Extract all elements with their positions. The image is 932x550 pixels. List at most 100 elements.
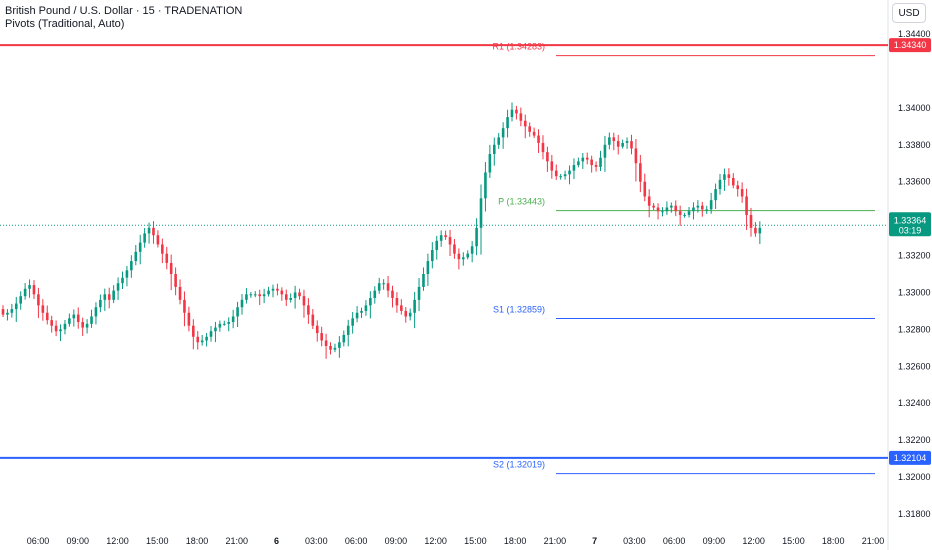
candle-body xyxy=(293,292,297,298)
candle-body xyxy=(103,294,107,300)
candle-body xyxy=(85,323,89,328)
candle-body xyxy=(439,235,443,241)
candle-body xyxy=(758,227,762,234)
candle-body xyxy=(554,170,558,177)
candle-body xyxy=(550,161,554,171)
y-tick-label: 1.32600 xyxy=(898,361,931,371)
x-tick-label: 21:00 xyxy=(544,536,567,546)
candle-body xyxy=(515,109,518,114)
candle-body xyxy=(736,185,740,190)
candle-body xyxy=(19,296,23,304)
candle-body xyxy=(298,292,301,297)
candle-body xyxy=(523,120,527,127)
candle-body xyxy=(130,261,133,271)
candle-body xyxy=(603,144,607,158)
candle-body xyxy=(227,322,231,324)
candle-body xyxy=(59,329,62,332)
candle-body xyxy=(152,227,155,236)
candle-body xyxy=(541,142,545,153)
candle-body xyxy=(484,172,487,199)
candle-body xyxy=(346,325,350,335)
candle-body xyxy=(236,307,239,317)
y-tick-label: 1.32200 xyxy=(898,435,931,445)
candle-body xyxy=(639,163,642,182)
candle-body xyxy=(37,294,40,306)
candle-body xyxy=(426,261,430,274)
candle-body xyxy=(457,253,461,260)
x-tick-label: 21:00 xyxy=(226,536,249,546)
candle-body xyxy=(612,137,616,142)
candle-body xyxy=(714,189,717,201)
chart-title: British Pound / U.S. Dollar · 15 · TRADE… xyxy=(5,5,243,17)
candle-body xyxy=(546,152,549,162)
candle-body xyxy=(99,299,102,308)
candle-body xyxy=(320,333,323,341)
candle-body xyxy=(138,242,142,252)
candle-body xyxy=(355,312,359,319)
currency-button[interactable]: USD xyxy=(892,3,926,23)
pivot-label: S2 (1.32019) xyxy=(493,460,545,470)
candle-body xyxy=(121,277,124,284)
x-tick-label: 06:00 xyxy=(663,536,686,546)
candle-body xyxy=(280,290,284,295)
candle-body xyxy=(431,250,434,262)
candle-body xyxy=(745,196,748,215)
candle-body xyxy=(1,309,5,315)
candle-body xyxy=(422,274,425,287)
candle-body xyxy=(143,233,146,243)
candle-body xyxy=(687,211,691,215)
candle-body xyxy=(740,189,744,197)
candle-body xyxy=(253,294,257,296)
candle-body xyxy=(386,283,390,291)
x-tick-label: 15:00 xyxy=(464,536,487,546)
candle-body xyxy=(315,325,319,334)
candle-body xyxy=(68,318,71,324)
candle-body xyxy=(413,299,416,313)
candle-body xyxy=(559,176,562,178)
candle-body xyxy=(572,165,576,171)
horizontal-line-badge xyxy=(889,450,931,465)
candle-body xyxy=(329,346,332,350)
candle-body xyxy=(391,290,394,298)
x-tick-label: 12:00 xyxy=(106,536,129,546)
candle-body xyxy=(718,179,722,190)
candle-body xyxy=(107,294,111,300)
y-tick-label: 1.32800 xyxy=(898,324,931,334)
candle-body xyxy=(408,312,412,317)
candle-body xyxy=(116,283,120,291)
candle-body xyxy=(608,137,611,145)
candle-body xyxy=(634,148,638,164)
last-price-badge xyxy=(889,212,931,237)
indicator-legend[interactable]: Pivots (Traditional, Auto) xyxy=(5,18,125,30)
candle-body xyxy=(90,316,93,324)
candle-body xyxy=(594,165,598,167)
candle-body xyxy=(28,285,31,289)
candle-body xyxy=(231,316,235,322)
candle-body xyxy=(404,310,408,317)
candle-body xyxy=(81,322,84,328)
candle-body xyxy=(616,141,620,147)
y-tick-label: 1.34400 xyxy=(898,29,931,39)
candle-body xyxy=(705,209,709,211)
candle-body xyxy=(444,235,447,238)
candle-body xyxy=(537,135,540,143)
candle-body xyxy=(479,198,483,228)
candle-body xyxy=(223,323,226,325)
x-tick-label: 7 xyxy=(592,536,597,546)
candle-body xyxy=(466,253,470,258)
candle-body xyxy=(240,299,244,308)
candle-body xyxy=(54,325,58,332)
candle-body xyxy=(192,325,195,337)
candle-body xyxy=(276,288,279,291)
candle-body xyxy=(585,157,589,160)
x-tick-label: 6 xyxy=(274,536,279,546)
candle-body xyxy=(506,117,509,129)
candle-body xyxy=(382,283,385,285)
candle-body xyxy=(245,294,248,300)
candle-body xyxy=(731,178,735,186)
candle-body xyxy=(696,205,700,208)
candle-body xyxy=(501,128,505,138)
y-tick-label: 1.33600 xyxy=(898,177,931,187)
candle-body xyxy=(6,312,9,315)
